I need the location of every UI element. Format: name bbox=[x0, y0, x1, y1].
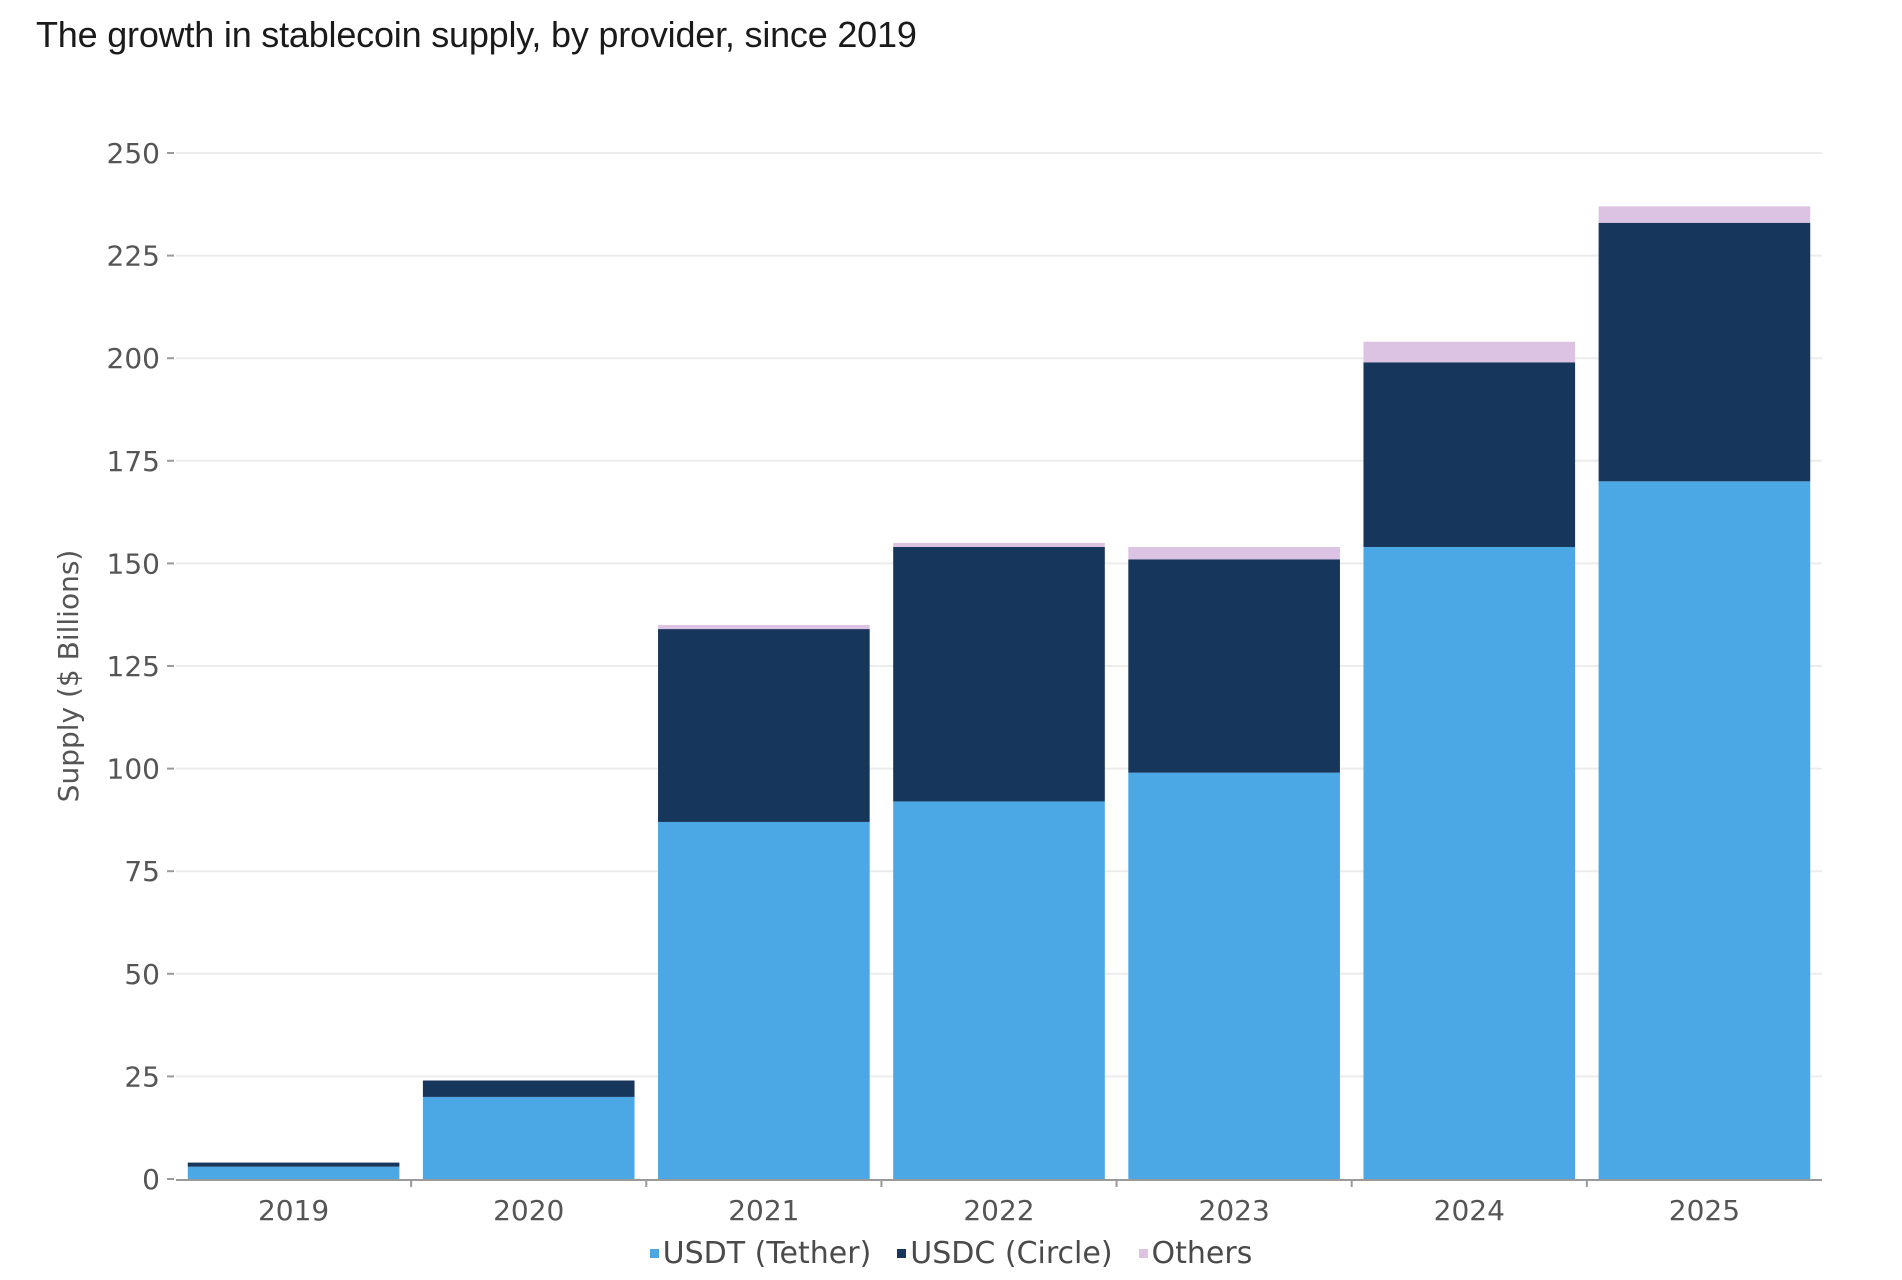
y-tick-label: 25 bbox=[124, 1060, 160, 1093]
bar-segment bbox=[893, 801, 1105, 1179]
chart-legend: USDT (Tether) USDC (Circle) Others bbox=[0, 1236, 1902, 1271]
bar-segment bbox=[893, 546, 1105, 802]
bar-segment bbox=[893, 542, 1105, 547]
legend-swatch bbox=[1138, 1249, 1148, 1258]
y-tick-label: 75 bbox=[124, 855, 160, 888]
legend-item: USDT (Tether) bbox=[649, 1236, 872, 1271]
y-tick-label: 100 bbox=[107, 753, 160, 786]
legend-swatch bbox=[897, 1249, 907, 1258]
bar-segment bbox=[658, 821, 870, 1179]
legend-swatch bbox=[649, 1249, 659, 1258]
x-tick-label: 2021 bbox=[728, 1194, 799, 1227]
bar-segment bbox=[1363, 546, 1576, 1179]
y-tick-label: 200 bbox=[107, 342, 160, 375]
y-tick-label: 0 bbox=[142, 1163, 160, 1196]
legend-label: USDT (Tether) bbox=[662, 1236, 872, 1271]
legend-item: Others bbox=[1138, 1236, 1253, 1271]
bar-segment bbox=[1363, 362, 1576, 547]
bar-segment bbox=[422, 1080, 635, 1097]
bar-segment bbox=[187, 1166, 400, 1179]
bar-segment bbox=[1598, 222, 1811, 482]
y-tick-label: 50 bbox=[124, 958, 160, 991]
y-tick-label: 125 bbox=[107, 650, 160, 683]
bar-segment bbox=[658, 624, 870, 630]
x-tick-label: 2020 bbox=[493, 1194, 564, 1227]
legend-label: Others bbox=[1151, 1236, 1253, 1271]
bar-segment bbox=[1128, 559, 1340, 773]
bar-segment bbox=[1128, 772, 1340, 1179]
bar-segment bbox=[422, 1096, 635, 1179]
y-tick-label: 150 bbox=[107, 547, 160, 580]
x-tick-label: 2019 bbox=[258, 1194, 329, 1227]
y-tick-label: 225 bbox=[107, 240, 160, 273]
bar-segment bbox=[1598, 481, 1811, 1179]
bar-segment bbox=[1128, 546, 1340, 560]
chart-title: The growth in stablecoin supply, by prov… bbox=[36, 14, 917, 55]
y-tick-label: 250 bbox=[107, 137, 160, 170]
legend-item: USDC (Circle) bbox=[897, 1236, 1113, 1271]
bar-segment bbox=[187, 1162, 400, 1167]
legend-label: USDC (Circle) bbox=[910, 1236, 1113, 1271]
x-tick-label: 2025 bbox=[1669, 1194, 1740, 1227]
bar-segment bbox=[658, 629, 870, 822]
y-axis-label: Supply ($ Billions) bbox=[52, 550, 85, 803]
x-tick-label: 2024 bbox=[1434, 1194, 1505, 1227]
x-tick-label: 2023 bbox=[1199, 1194, 1270, 1227]
bar-segment bbox=[1598, 206, 1811, 223]
y-tick-label: 175 bbox=[107, 445, 160, 478]
bar-segment bbox=[1363, 341, 1576, 363]
x-tick-label: 2022 bbox=[963, 1194, 1034, 1227]
